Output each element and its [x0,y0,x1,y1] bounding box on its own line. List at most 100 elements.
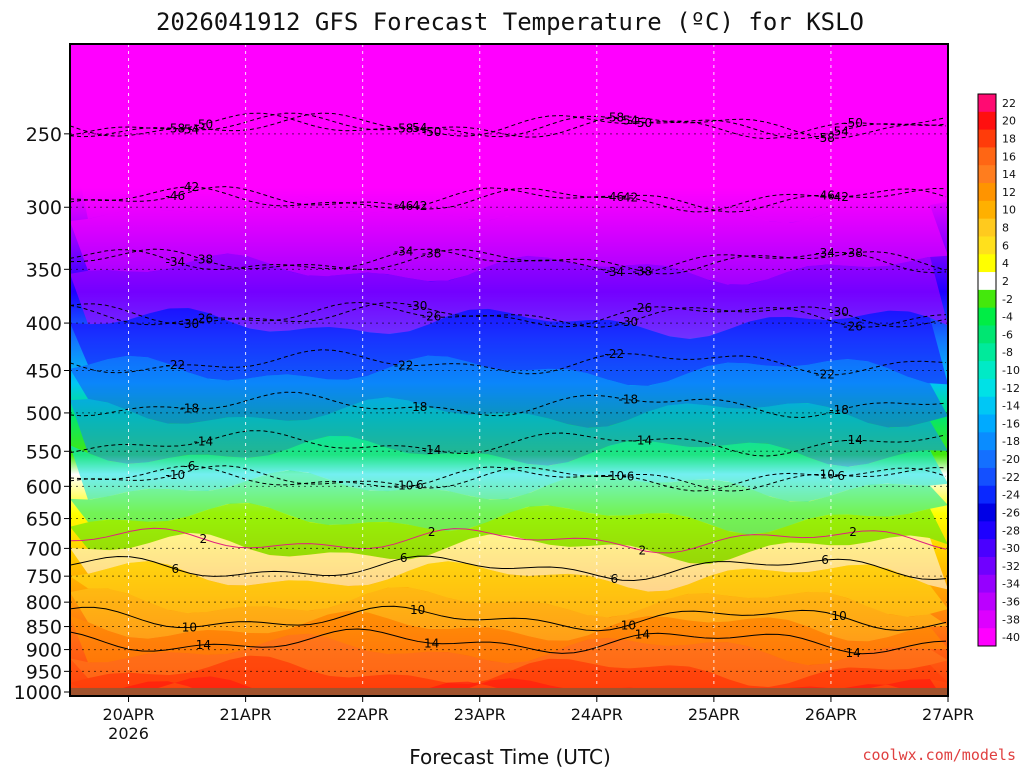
y-tick-label: 700 [26,538,62,560]
colorbar-label: -40 [1002,631,1020,644]
isotherm-line [70,430,947,457]
colorbar-swatch [978,94,996,113]
colorbar-label: -16 [1002,417,1020,430]
colorbar-label: -12 [1002,382,1020,395]
isotherm-line [70,465,947,492]
y-tick-label: 850 [26,617,62,639]
colorbar-swatch [978,396,996,416]
colorbar-label: -6 [1002,328,1013,341]
isotherm-label: -26 [422,310,442,324]
isotherm-label: -30 [829,305,849,319]
y-tick-label: 450 [26,360,62,382]
temperature-band [70,253,948,339]
x-tick-sublabel: 2026 [108,724,149,743]
y-tick-label: 800 [26,592,62,614]
y-tick-label: 650 [26,509,62,531]
temperature-band [70,610,948,666]
isotherm-label: -50 [194,117,214,131]
colorbar-swatch [978,236,996,255]
colorbar-label: 22 [1002,97,1016,110]
colorbar-swatch [978,432,996,451]
isotherm-label: -42 [619,190,639,204]
colorbar-swatch [978,521,996,540]
isotherm-line [70,527,947,554]
temperature-band [70,308,948,386]
colorbar-label: -14 [1002,400,1020,413]
colorbar-swatch [978,254,996,273]
colorbar-swatch [978,378,996,398]
isotherm-label: -54 [408,121,428,135]
colorbar-label: 12 [1002,186,1016,199]
colorbar-swatch [978,165,996,184]
colorbar-swatch [978,574,996,594]
isotherm-label: -50 [843,116,863,130]
isotherm-line [70,302,947,328]
colorbar-swatch [978,467,996,487]
x-tick-label: 20APR [102,705,154,724]
isotherm-label: -34 [394,245,414,259]
isotherm-label: 6 [611,572,619,586]
isotherm-label: 10 [831,609,846,623]
y-tick-label: 250 [26,124,62,146]
isotherm-label: -58 [394,122,414,136]
temperature-band [70,503,948,565]
isotherm-line [70,248,947,275]
isotherm-label: 6 [172,562,180,576]
colorbar-swatch [978,200,996,220]
isotherm-label: -38 [633,264,653,278]
isotherm-label: -34 [815,246,835,260]
isotherm-label: -34 [605,265,625,279]
isotherm-label: -42 [829,190,849,204]
temperature-band [70,561,948,618]
isotherm-line [70,186,947,213]
colorbar-label: -20 [1002,453,1020,466]
y-tick-label: 1000 [14,682,62,704]
isotherm-label: -38 [843,246,863,260]
colorbar-swatch [978,628,996,647]
isotherm-line [70,186,947,213]
isotherm-label: -18 [829,403,849,417]
isotherm-label: 10 [182,620,197,634]
isotherm-label: -18 [408,400,428,414]
colorbar-label: -36 [1002,595,1020,608]
isotherm-label: -26 [843,319,863,333]
isotherm-label: 2 [639,544,647,558]
y-tick-label: 600 [26,476,62,498]
temperature-band [70,191,948,285]
isotherm-label: -6 [622,470,634,484]
isotherm-label: -30 [180,317,200,331]
isotherm-label: -42 [408,199,428,213]
isotherm-label: 14 [196,638,211,652]
colorbar-label: 16 [1002,150,1016,163]
isotherm-label: 6 [400,551,408,565]
colorbar-swatch [978,218,996,237]
colorbar-label: -26 [1002,506,1020,519]
isotherm-label: -54 [829,124,849,138]
colorbar-swatch [978,592,996,611]
colorbar-swatch [978,361,996,380]
isotherm-label: -46 [605,190,625,204]
colorbar-swatch [978,325,996,344]
isotherm-label: -10 [605,469,625,483]
temperature-band [70,118,948,224]
colorbar-swatch [978,343,996,362]
y-tick-label: 900 [26,640,62,662]
isotherm-label: -10 [166,468,186,482]
isotherm-label: -26 [194,311,214,325]
colorbar-swatch [978,539,996,558]
isotherm-label: 2 [849,525,857,539]
isotherm-label: -46 [394,199,414,213]
colorbar-label: -34 [1002,578,1020,591]
colorbar-swatch [978,307,996,326]
colorbar-swatch [978,272,996,291]
x-tick-label: 26APR [805,705,857,724]
x-tick-label: 25APR [688,705,740,724]
isotherm-label: -30 [408,299,428,313]
colorbar-swatch [978,485,996,505]
colorbar-label: -2 [1002,293,1013,306]
isotherm-label: 14 [635,627,650,641]
isotherm-label: -38 [194,253,214,267]
isotherm-label: 6 [821,553,829,567]
